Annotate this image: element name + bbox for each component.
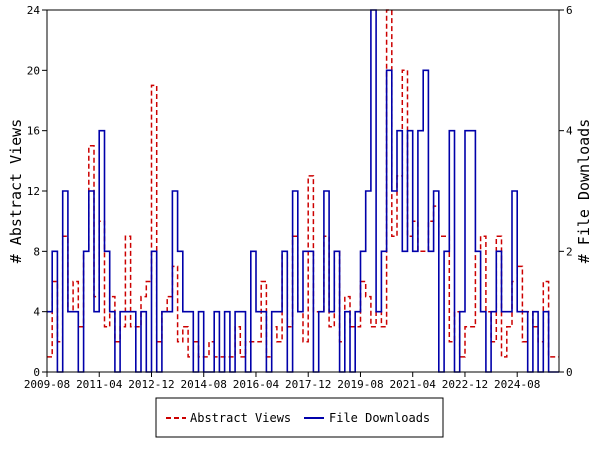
y-tick-label-left: 16 <box>27 125 40 138</box>
x-tick-label: 2021-04 <box>390 378 437 391</box>
y-axis-title-left: # Abstract Views <box>7 119 25 264</box>
legend-box <box>155 397 444 438</box>
x-tick-label: 2011-04 <box>76 378 123 391</box>
legend-label-abstract-views: Abstract Views <box>190 411 291 425</box>
y-tick-label-left: 8 <box>33 245 40 258</box>
series-line-file-downloads <box>47 9 559 373</box>
series-line-abstract-views <box>47 9 559 358</box>
y-tick-label-left: 0 <box>33 366 40 379</box>
legend: Abstract Views File Downloads <box>155 397 444 438</box>
y-grid-ticks-left: 0 4 8 12 16 20 24 <box>27 4 47 379</box>
y-tick-label-left: 24 <box>27 4 41 17</box>
plot-lines <box>47 9 559 373</box>
y-tick-label-right: 6 <box>566 4 573 17</box>
x-tick-label: 2019-08 <box>337 378 383 391</box>
y-tick-label-right: 4 <box>566 125 573 138</box>
x-tick-label: 2016-04 <box>233 378 280 391</box>
x-tick-label: 2024-08 <box>494 378 540 391</box>
y-tick-label-right: 2 <box>566 245 573 258</box>
legend-label-file-downloads: File Downloads <box>329 411 430 425</box>
plot-frame <box>46 9 560 373</box>
y-tick-label-left: 20 <box>27 64 40 77</box>
y-axis-title-right: # File Downloads <box>575 119 593 264</box>
x-tick-label: 2017-12 <box>285 378 331 391</box>
y-grid-ticks-right: 0 2 4 6 <box>559 4 573 379</box>
x-tick-label: 2009-08 <box>24 378 70 391</box>
x-tick-label: 2012-12 <box>128 378 174 391</box>
y-tick-label-left: 4 <box>33 306 40 319</box>
x-ticks: 2009-08 2011-04 2012-12 2014-08 2016-04 2017-… <box>24 372 540 391</box>
y-tick-label-left: 12 <box>27 185 40 198</box>
y-tick-label-right: 0 <box>566 366 573 379</box>
x-tick-label: 2022-12 <box>442 378 488 391</box>
x-tick-label: 2014-08 <box>181 378 227 391</box>
